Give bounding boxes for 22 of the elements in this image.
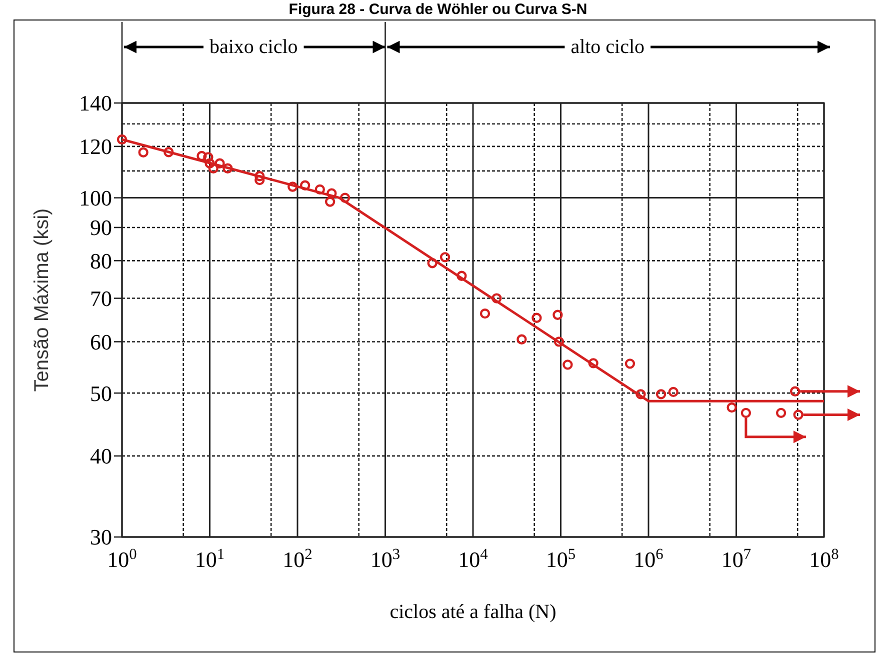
y-tick-label: 140: [79, 90, 112, 116]
x-axis-title: ciclos até a falha (N): [390, 601, 556, 623]
y-tick-label: 60: [90, 329, 112, 354]
y-tick-label: 120: [79, 134, 112, 160]
x-tick-label: 10$^{5}$: [546, 546, 576, 572]
x-tick-label: 10$^{3}$: [370, 546, 400, 572]
y-tick-label: 90: [90, 215, 112, 240]
y-tick-label: 100: [79, 185, 112, 210]
x-tick-label: 10$^{6}$: [634, 546, 664, 572]
text: baixo ciclo: [209, 36, 298, 58]
x-tick-label: 10$^{2}$: [282, 546, 312, 572]
chart-title: Figura 28 - Curva de Wöhler ou Curva S-N: [288, 1, 588, 18]
x-tick-label: 10$^{1}$: [194, 546, 225, 572]
y-tick-label: 40: [90, 444, 112, 469]
y-axis-title: Tensão Máxima (ksi): [31, 208, 53, 392]
x-tick-label: 10$^{8}$: [809, 546, 840, 572]
x-tick-label: 10$^{4}$: [458, 546, 488, 572]
text: alto ciclo: [570, 36, 645, 58]
y-tick-label: 80: [90, 248, 112, 274]
x-tick-label: 10$^{7}$: [721, 546, 752, 572]
y-tick-label: 50: [90, 380, 112, 406]
y-tick-label: 70: [90, 286, 112, 311]
